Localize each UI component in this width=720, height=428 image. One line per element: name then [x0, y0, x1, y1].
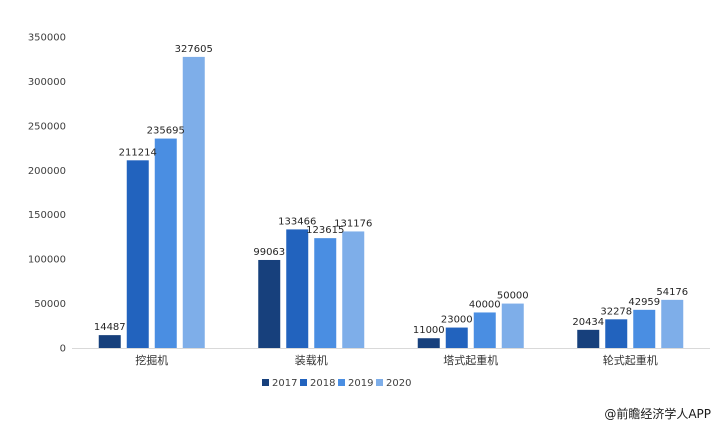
bar	[98, 335, 121, 348]
bar	[286, 229, 309, 348]
x-category-label: 装载机	[295, 353, 328, 367]
bar	[501, 303, 524, 348]
y-tick-label: 350000	[28, 33, 66, 44]
data-label: 123615	[306, 225, 344, 236]
y-tick-label: 50000	[34, 299, 66, 310]
bar	[661, 299, 684, 348]
bar	[182, 56, 205, 348]
legend-swatch	[300, 379, 307, 386]
bar	[154, 138, 177, 348]
y-tick-label: 100000	[28, 255, 66, 266]
x-category-label: 轮式起重机	[603, 353, 658, 367]
bar	[258, 259, 281, 348]
data-label: 211214	[119, 147, 157, 158]
bar	[126, 160, 149, 348]
data-label: 327605	[175, 44, 213, 55]
data-label: 42959	[628, 297, 660, 308]
bar	[577, 329, 600, 348]
bar	[605, 319, 628, 348]
data-label: 11000	[413, 325, 445, 336]
bar	[417, 338, 440, 348]
legend-label: 2017	[272, 378, 297, 389]
legend-swatch	[338, 379, 345, 386]
bar	[314, 238, 337, 348]
y-tick-label: 300000	[28, 77, 66, 88]
legend: 2017 2018 2019 2020	[262, 378, 411, 389]
data-label: 40000	[469, 299, 501, 310]
data-label: 235695	[147, 126, 185, 137]
data-label: 133466	[278, 216, 316, 227]
legend-label: 2019	[348, 378, 373, 389]
legend-swatch	[376, 379, 383, 386]
legend-label: 2020	[386, 378, 411, 389]
data-labels: 14487 211214 235695 327605 99063 133466123615…	[94, 44, 688, 336]
bar	[342, 231, 365, 348]
data-label: 20434	[572, 317, 604, 328]
x-axis: 挖掘机 装载机 塔式起重机 轮式起重机	[72, 348, 710, 367]
bar	[633, 309, 656, 348]
x-category-label: 塔式起重机	[443, 353, 498, 367]
data-label: 32278	[600, 306, 632, 317]
y-tick-label: 250000	[28, 121, 66, 132]
source-label: @前瞻经济学人APP	[604, 406, 711, 421]
x-category-label: 挖掘机	[135, 353, 168, 367]
data-label: 14487	[94, 322, 126, 333]
y-axis: 0 50000 100000 150000 200000 250000 300000 3500…	[28, 33, 66, 355]
bar	[445, 327, 468, 348]
y-tick-label: 150000	[28, 210, 66, 221]
y-tick-label: 0	[60, 344, 66, 355]
y-tick-label: 200000	[28, 166, 66, 177]
data-label: 54176	[656, 287, 688, 298]
legend-swatch	[262, 379, 269, 386]
legend-label: 2018	[310, 378, 335, 389]
data-label: 99063	[253, 247, 285, 258]
bar	[473, 312, 496, 348]
data-label: 23000	[441, 315, 473, 326]
bars	[98, 56, 684, 348]
data-label: 131176	[334, 218, 372, 229]
data-label: 50000	[497, 291, 529, 302]
